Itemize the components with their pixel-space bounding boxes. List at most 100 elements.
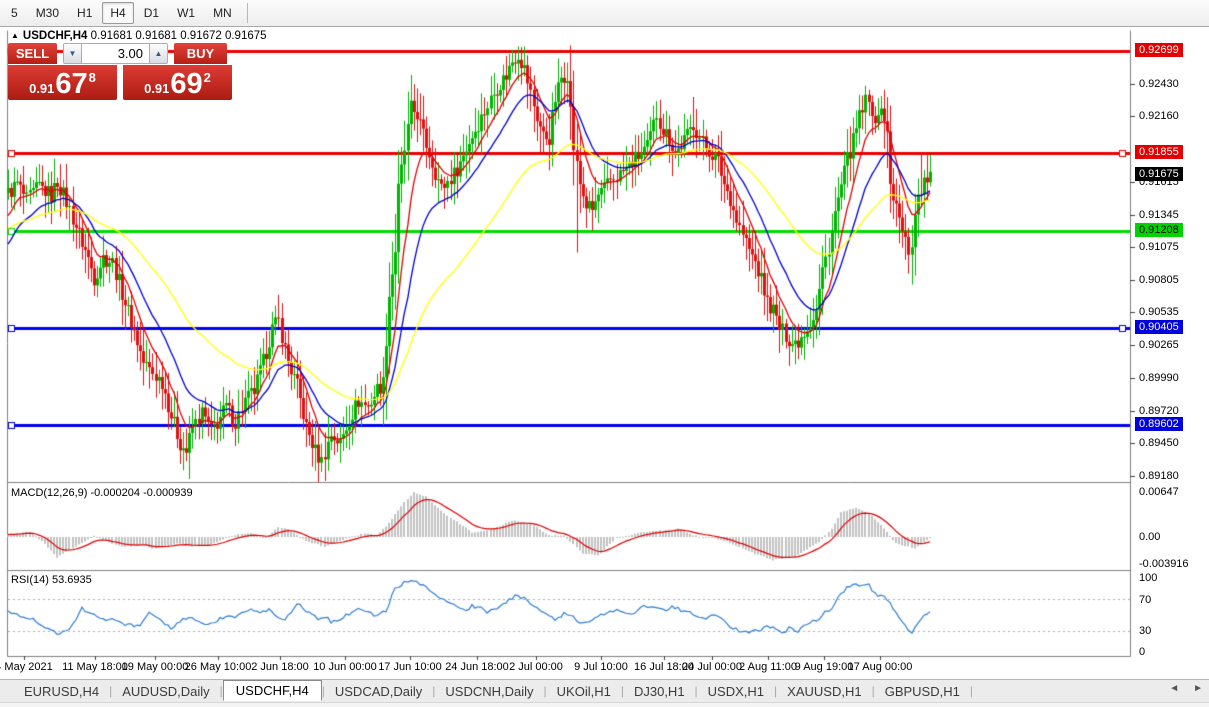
sell-price-big-digits: 67 bbox=[55, 68, 88, 100]
volume-decrease-button[interactable]: ▼ bbox=[63, 43, 82, 64]
time-tick-label: 24 Jul 00:00 bbox=[682, 661, 742, 673]
toolbar-divider bbox=[246, 3, 248, 23]
sell-price-prefix: 0.91 bbox=[29, 81, 55, 96]
price-tick-label: 0.91345 bbox=[1139, 209, 1179, 221]
price-tick-label: 0.89450 bbox=[1139, 437, 1179, 449]
tab-separator: | bbox=[969, 684, 973, 698]
tab-separator: | bbox=[871, 684, 875, 698]
volume-increase-button[interactable]: ▲ bbox=[149, 43, 168, 64]
price-tick-label: 0.90265 bbox=[1139, 339, 1179, 351]
volume-input[interactable]: 3.00 bbox=[82, 43, 149, 64]
price-level-badge: 0.91675 bbox=[1135, 167, 1183, 181]
tab-separator: | bbox=[219, 684, 223, 698]
chart-tab-gbpusd[interactable]: GBPUSD,H1 bbox=[884, 683, 960, 699]
timeframe-button-m30[interactable]: M30 bbox=[35, 6, 60, 20]
timeframe-button-mn[interactable]: MN bbox=[213, 6, 232, 20]
chart-window: ▲ USDCHF,H4 0.91681 0.91681 0.91672 0.916… bbox=[0, 28, 1209, 679]
buy-price-display[interactable]: 0.91 69 2 bbox=[123, 65, 232, 100]
price-tick-label: 0.90535 bbox=[1139, 306, 1179, 318]
quote-symbol: USDCHF,H4 bbox=[22, 30, 88, 42]
chart-tab-audusd[interactable]: AUDUSD,Daily bbox=[122, 683, 210, 699]
time-tick-label: 9 Aug 19:00 bbox=[794, 661, 854, 673]
indicator-tick-label: 30 bbox=[1139, 625, 1152, 637]
time-tick-label: 17 Jun 10:00 bbox=[378, 661, 442, 673]
price-tick-label: 0.92430 bbox=[1139, 78, 1179, 90]
tab-scroll-left-icon[interactable]: ◄ bbox=[1169, 683, 1180, 694]
chart-tab-usdcnh[interactable]: USDCNH,Daily bbox=[445, 683, 534, 699]
buy-button[interactable]: BUY bbox=[174, 43, 227, 64]
indicator-tick-label: 100 bbox=[1139, 572, 1158, 584]
time-tick-label: 9 Jul 10:00 bbox=[574, 661, 628, 673]
tab-separator: | bbox=[774, 684, 778, 698]
macd-indicator-label: MACD(12,26,9) -0.000204 -0.000939 bbox=[11, 487, 193, 499]
buy-price-pip-digit: 2 bbox=[203, 70, 211, 85]
chart-tab-usdx[interactable]: USDX,H1 bbox=[707, 683, 765, 699]
price-level-badge: 0.91208 bbox=[1135, 223, 1183, 237]
tab-scroll-arrows: ◄ ► bbox=[1169, 683, 1203, 694]
buy-price-big-digits: 69 bbox=[170, 68, 203, 100]
price-tick-label: 0.89720 bbox=[1139, 405, 1179, 417]
time-tick-label: 24 Jun 18:00 bbox=[445, 661, 509, 673]
sell-price-display[interactable]: 0.91 67 8 bbox=[8, 65, 117, 100]
trade-panel-prices: 0.91 67 8 0.91 69 2 bbox=[8, 65, 232, 100]
tab-separator: | bbox=[620, 684, 624, 698]
price-tick-label: 0.91075 bbox=[1139, 241, 1179, 253]
timeframe-button-5[interactable]: 5 bbox=[11, 6, 18, 20]
price-level-badge: 0.89602 bbox=[1135, 417, 1183, 431]
one-click-trade-panel: SELL ▼ 3.00 ▲ BUY 0.91 67 8 0.91 69 2 bbox=[8, 43, 232, 101]
price-chart-canvas[interactable] bbox=[0, 28, 1209, 679]
sell-price-pip-digit: 8 bbox=[88, 70, 96, 85]
chart-tab-eurusd[interactable]: EURUSD,H4 bbox=[24, 683, 100, 699]
time-tick-label: 10 Jun 00:00 bbox=[313, 661, 377, 673]
timeframe-button-w1[interactable]: W1 bbox=[177, 6, 196, 20]
price-level-badge: 0.92699 bbox=[1135, 43, 1183, 57]
rsi-indicator-label: RSI(14) 53.6935 bbox=[11, 574, 92, 586]
indicator-tick-label: 0.00647 bbox=[1139, 486, 1179, 498]
chart-tab-usdcad[interactable]: USDCAD,Daily bbox=[334, 683, 423, 699]
indicator-tick-label: -0.003916 bbox=[1139, 558, 1189, 570]
time-tick-label: 19 May 00:00 bbox=[121, 661, 189, 673]
price-tick-label: 0.92160 bbox=[1139, 110, 1179, 122]
tab-separator: | bbox=[109, 684, 113, 698]
timeframe-button-d1[interactable]: D1 bbox=[143, 6, 160, 20]
time-tick-label: 4 May 2021 bbox=[0, 661, 53, 673]
sell-button[interactable]: SELL bbox=[8, 43, 57, 64]
chart-tab-ukoil[interactable]: UKOil,H1 bbox=[556, 683, 611, 699]
tab-separator: | bbox=[321, 684, 325, 698]
price-level-badge: 0.91855 bbox=[1135, 145, 1183, 159]
price-tick-label: 0.90805 bbox=[1139, 274, 1179, 286]
buy-price-prefix: 0.91 bbox=[144, 81, 170, 96]
timeframe-button-h1[interactable]: H1 bbox=[77, 6, 93, 20]
time-tick-label: 2 Jun 18:00 bbox=[251, 661, 309, 673]
time-tick-label: 26 May 10:00 bbox=[184, 661, 252, 673]
timeframe-button-h4[interactable]: H4 bbox=[102, 2, 134, 24]
price-tick-label: 0.89990 bbox=[1139, 372, 1179, 384]
spin-up-icon: ▲ bbox=[154, 49, 163, 58]
time-tick-label: 2 Aug 11:00 bbox=[739, 661, 797, 673]
time-tick-label: 2 Jul 00:00 bbox=[509, 661, 563, 673]
indicator-tick-label: 0.00 bbox=[1139, 531, 1161, 543]
price-level-badge: 0.90405 bbox=[1135, 320, 1183, 334]
chart-tab-dj30[interactable]: DJ30,H1 bbox=[633, 683, 685, 699]
tab-separator: | bbox=[543, 684, 547, 698]
time-tick-label: 16 Jul 18:00 bbox=[634, 661, 694, 673]
chart-tab-usdchf[interactable]: USDCHF,H4 bbox=[222, 680, 322, 701]
collapse-triangle-icon[interactable]: ▲ bbox=[11, 31, 19, 40]
indicator-tick-label: 70 bbox=[1139, 594, 1152, 606]
time-tick-label: 17 Aug 00:00 bbox=[847, 661, 913, 673]
tab-scroll-right-icon[interactable]: ► bbox=[1193, 683, 1203, 694]
trade-panel-row: SELL ▼ 3.00 ▲ BUY bbox=[8, 43, 232, 64]
quote-line: ▲ USDCHF,H4 0.91681 0.91681 0.91672 0.916… bbox=[11, 30, 267, 42]
status-strip bbox=[0, 702, 1209, 707]
time-tick-label: 11 May 18:00 bbox=[62, 661, 128, 673]
tab-separator: | bbox=[694, 684, 698, 698]
timeframe-toolbar: 5 M30 H1 H4 D1 W1 MN bbox=[0, 0, 1209, 27]
spin-down-icon: ▼ bbox=[68, 49, 77, 58]
quote-ohlc: 0.91681 0.91681 0.91672 0.91675 bbox=[90, 30, 267, 42]
price-tick-label: 0.89180 bbox=[1139, 470, 1179, 482]
tab-separator: | bbox=[432, 684, 436, 698]
indicator-tick-label: 0 bbox=[1139, 646, 1146, 658]
symbol-tab-bar: ◄ ► EURUSD,H4 | AUDUSD,Daily | USDCHF,H4 | USD… bbox=[0, 679, 1209, 702]
chart-tab-xauusd[interactable]: XAUUSD,H1 bbox=[787, 683, 862, 699]
